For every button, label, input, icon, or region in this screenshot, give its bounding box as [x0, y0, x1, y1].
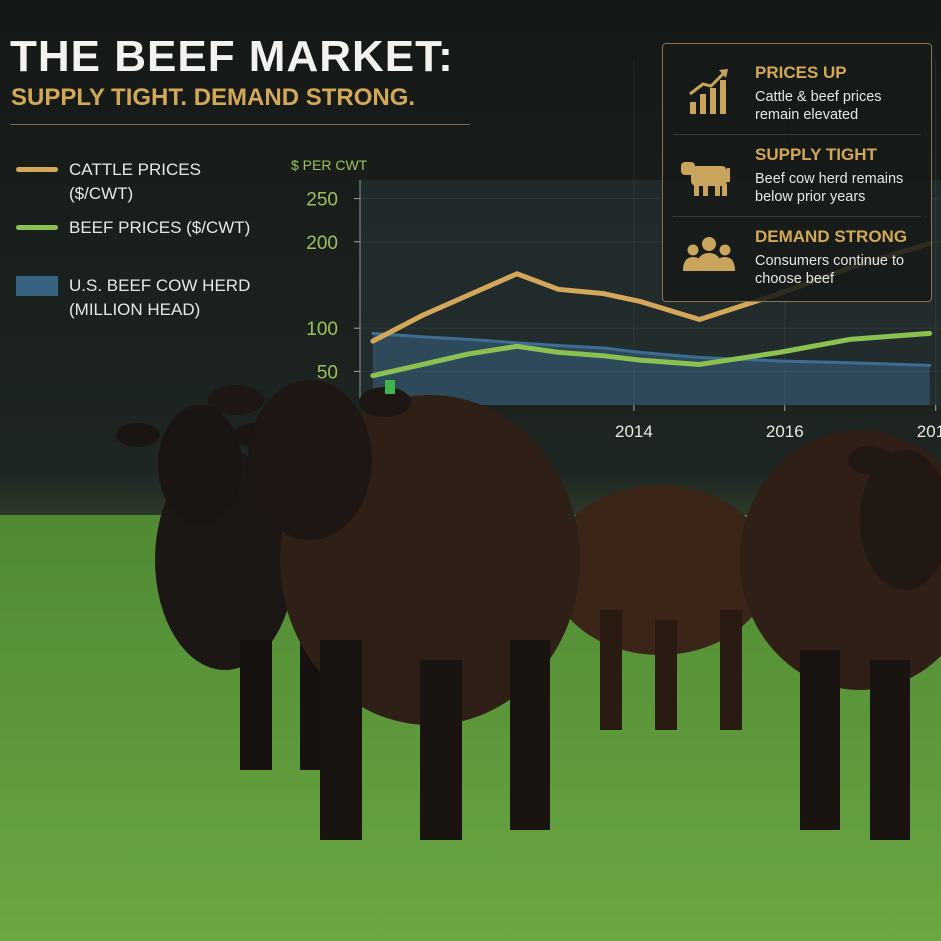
callout-icons	[681, 69, 735, 271]
callout-title: DEMAND STRONG	[755, 227, 908, 246]
callout-divider	[673, 216, 921, 217]
callout-text: Beef cow herd remains below prior years	[755, 171, 904, 205]
legend-label: CATTLE PRICES ($/CWT)	[69, 160, 201, 203]
y-tick-label: 250	[306, 190, 338, 211]
title: THE BEEF MARKET:	[10, 32, 454, 81]
y-tick-label: 200	[306, 233, 338, 254]
icon-cow	[681, 162, 730, 196]
callout-title: SUPPLY TIGHT	[755, 145, 877, 164]
callout: DEMAND STRONG Consumers continue to choos…	[755, 226, 927, 288]
legend-key	[16, 276, 58, 296]
x-tick-label: 2018	[917, 422, 941, 441]
legend-label: BEEF PRICES ($/CWT)	[69, 218, 251, 237]
icon-chart	[689, 69, 728, 114]
divider	[10, 124, 470, 125]
callout-text: Consumers continue to choose beef	[755, 253, 905, 287]
subtitle: SUPPLY TIGHT. DEMAND STRONG.	[11, 84, 416, 111]
cattle-herd	[116, 380, 941, 840]
y-tick-label: 100	[306, 319, 338, 340]
icon-people	[683, 237, 735, 271]
callout-text: Cattle & beef prices remain elevated	[755, 89, 882, 123]
y-tick-label: 50	[317, 362, 338, 383]
area	[372, 333, 930, 405]
callout: PRICES UP Cattle & beef prices remain ele…	[755, 62, 927, 124]
series-line	[370, 330, 933, 379]
y-axis-label: $ PER CWT	[291, 157, 368, 173]
x-tick-label: 2014	[615, 422, 653, 441]
x-tick-label: 2016	[766, 422, 804, 441]
legend-key	[16, 167, 58, 172]
legend-key	[16, 225, 58, 230]
legend-label: U.S. BEEF COW HERD (MILLION HEAD)	[69, 276, 251, 319]
callout-title: PRICES UP	[755, 63, 847, 82]
callout-divider	[673, 134, 921, 135]
series-line	[371, 331, 932, 367]
callout: SUPPLY TIGHT Beef cow herd remains below …	[755, 144, 927, 206]
callout-panel: PRICES UP Cattle & beef prices remain ele…	[662, 43, 932, 302]
